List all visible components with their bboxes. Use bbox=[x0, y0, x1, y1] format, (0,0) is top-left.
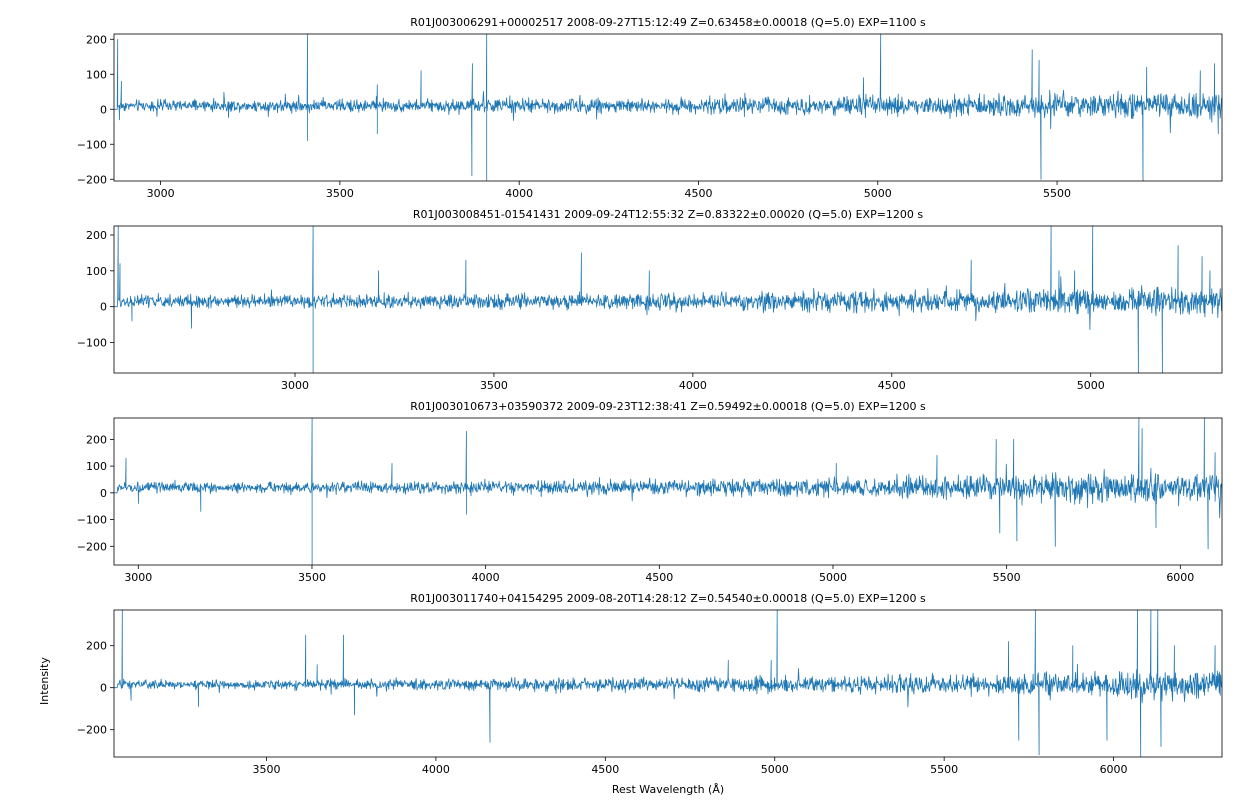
x-tick-label: 4500 bbox=[645, 571, 673, 584]
panel-title: R01J003011740+04154295 2009-08-20T14:28:… bbox=[410, 592, 926, 605]
plot-frame bbox=[113, 33, 1223, 182]
x-tick-label: 4000 bbox=[679, 379, 707, 392]
x-tick-label: 3500 bbox=[480, 379, 508, 392]
y-tick-label: −200 bbox=[77, 173, 107, 186]
y-tick-label: 0 bbox=[100, 103, 107, 116]
x-tick-label: 3000 bbox=[147, 187, 175, 200]
panels: 3000 3500 4000 4500 5000 5500 −200 −100 0 100 200 R… bbox=[77, 16, 1223, 776]
spectrum-panel-2: 3000 3500 4000 4500 5000 −100 0 100 200 R01J00300… bbox=[77, 208, 1223, 392]
y-tick-label: 100 bbox=[86, 68, 107, 81]
x-tick-label: 5000 bbox=[1077, 379, 1105, 392]
y-tick-label: 100 bbox=[86, 460, 107, 473]
x-tick-label: 3500 bbox=[252, 763, 280, 776]
spectrum-panel-4: 3500 4000 4500 5000 5500 6000 −200 0 200 R01J0030… bbox=[77, 592, 1223, 776]
x-tick-label: 5000 bbox=[864, 187, 892, 200]
x-tick-label: 4500 bbox=[684, 187, 712, 200]
plot-frame bbox=[113, 417, 1223, 566]
plot-frame bbox=[113, 225, 1223, 374]
x-tick-label: 6000 bbox=[1166, 571, 1194, 584]
y-axis-label: Intensity bbox=[38, 657, 51, 705]
spectrum-panel-1: 3000 3500 4000 4500 5000 5500 −200 −100 0 100 200 R… bbox=[77, 16, 1223, 200]
y-tick-label: 0 bbox=[100, 682, 107, 695]
x-tick-label: 3000 bbox=[281, 379, 309, 392]
panel-title: R01J003006291+00002517 2008-09-27T15:12:… bbox=[410, 16, 926, 29]
x-tick-label: 4000 bbox=[422, 763, 450, 776]
x-tick-label: 3500 bbox=[326, 187, 354, 200]
y-tick-label: −200 bbox=[77, 540, 107, 553]
x-axis-label: Rest Wavelength (Å) bbox=[612, 783, 724, 796]
spectrum-panel-3: 3000 3500 4000 4500 5000 5500 6000 −200 −100 0 100… bbox=[77, 400, 1223, 584]
y-tick-label: −100 bbox=[77, 514, 107, 527]
x-tick-label: 5000 bbox=[819, 571, 847, 584]
x-tick-label: 3000 bbox=[124, 571, 152, 584]
spectrum-line-1 bbox=[114, 34, 1222, 181]
y-tick-label: 0 bbox=[100, 301, 107, 314]
spectrum-line-4 bbox=[114, 610, 1222, 757]
x-tick-label: 6000 bbox=[1100, 763, 1128, 776]
y-tick-label: 0 bbox=[100, 487, 107, 500]
y-tick-label: 100 bbox=[86, 265, 107, 278]
x-tick-label: 4500 bbox=[878, 379, 906, 392]
spectrum-line-2 bbox=[114, 226, 1222, 373]
plot-frame bbox=[113, 609, 1223, 758]
panel-title: R01J003010673+03590372 2009-09-23T12:38:… bbox=[410, 400, 926, 413]
x-tick-label: 5500 bbox=[993, 571, 1021, 584]
x-tick-label: 4500 bbox=[591, 763, 619, 776]
x-tick-label: 4000 bbox=[505, 187, 533, 200]
x-tick-label: 4000 bbox=[472, 571, 500, 584]
y-tick-label: 200 bbox=[86, 229, 107, 242]
y-tick-label: 200 bbox=[86, 33, 107, 46]
x-tick-label: 5500 bbox=[930, 763, 958, 776]
x-tick-label: 5500 bbox=[1043, 187, 1071, 200]
panel-title: R01J003008451-01541431 2009-09-24T12:55:… bbox=[413, 208, 924, 221]
x-tick-label: 3500 bbox=[298, 571, 326, 584]
spectrum-line-3 bbox=[114, 418, 1222, 565]
x-tick-label: 5000 bbox=[761, 763, 789, 776]
y-tick-label: −100 bbox=[77, 138, 107, 151]
y-tick-label: 200 bbox=[86, 433, 107, 446]
y-tick-label: 200 bbox=[86, 640, 107, 653]
y-tick-label: −200 bbox=[77, 724, 107, 737]
y-tick-label: −100 bbox=[77, 337, 107, 350]
